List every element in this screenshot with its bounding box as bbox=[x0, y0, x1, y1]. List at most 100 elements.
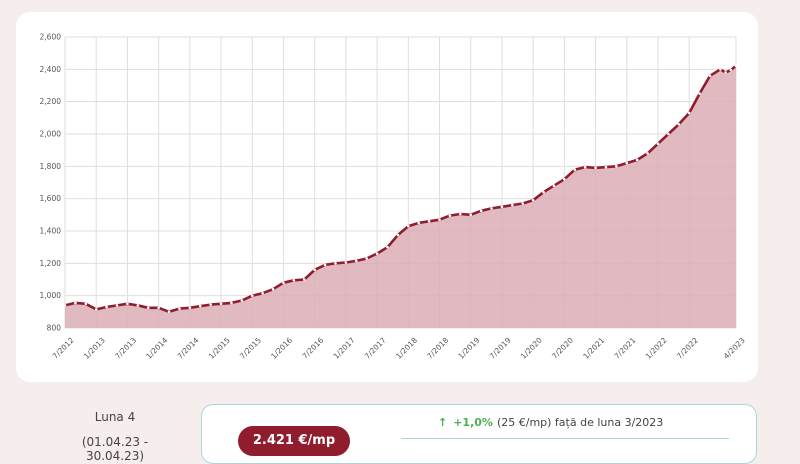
data-point bbox=[459, 212, 462, 216]
data-point bbox=[94, 308, 98, 311]
data-point bbox=[344, 261, 348, 264]
data-point bbox=[375, 252, 379, 255]
data-point bbox=[105, 305, 108, 309]
data-point bbox=[417, 221, 421, 225]
data-point bbox=[115, 304, 119, 307]
data-point bbox=[302, 278, 306, 281]
data-point bbox=[427, 220, 431, 223]
data-point bbox=[396, 233, 400, 237]
data-point bbox=[724, 71, 727, 74]
data-point bbox=[209, 303, 212, 306]
data-point bbox=[448, 214, 452, 217]
data-point bbox=[313, 268, 316, 272]
data-point bbox=[656, 142, 660, 145]
data-point bbox=[490, 207, 493, 210]
date-range: (01.04.23 - 30.04.23) bbox=[81, 435, 149, 463]
x-tick-label: 7/2012 bbox=[51, 336, 76, 361]
x-tick-label: 1/2015 bbox=[207, 336, 232, 361]
data-point bbox=[583, 165, 587, 169]
data-point bbox=[84, 302, 88, 306]
x-tick-label: 1/2017 bbox=[332, 336, 357, 361]
x-tick-label: 1/2020 bbox=[519, 336, 544, 361]
data-point bbox=[261, 291, 264, 295]
data-point bbox=[531, 198, 535, 202]
x-tick-label: 7/2014 bbox=[176, 336, 201, 361]
y-tick-label: 2,400 bbox=[40, 65, 62, 74]
data-point bbox=[126, 302, 129, 306]
x-tick-label: 1/2022 bbox=[644, 336, 669, 361]
data-point bbox=[386, 245, 389, 249]
data-point bbox=[729, 68, 733, 72]
data-point bbox=[719, 68, 722, 71]
data-point bbox=[542, 190, 545, 194]
data-point bbox=[635, 158, 639, 162]
data-point bbox=[698, 92, 701, 95]
data-point bbox=[552, 184, 556, 188]
data-point bbox=[677, 123, 681, 126]
price-badge: 2.421 €/mp bbox=[238, 426, 350, 456]
x-tick-label: 1/2019 bbox=[456, 336, 481, 361]
area-fill bbox=[65, 65, 736, 329]
data-point bbox=[646, 152, 649, 155]
y-tick-label: 800 bbox=[47, 324, 62, 333]
data-point bbox=[271, 287, 275, 291]
data-point bbox=[407, 224, 410, 228]
data-point bbox=[500, 205, 504, 209]
change-percent: +1,0% bbox=[453, 416, 493, 429]
data-point bbox=[354, 259, 358, 263]
y-tick-label: 1,600 bbox=[40, 194, 62, 203]
data-point bbox=[365, 257, 368, 260]
data-point bbox=[511, 203, 514, 207]
data-point bbox=[687, 111, 691, 115]
x-tick-label: 7/2020 bbox=[550, 336, 575, 361]
data-point bbox=[573, 168, 577, 171]
x-tick-label: 7/2019 bbox=[488, 336, 513, 361]
x-tick-label: 7/2021 bbox=[612, 336, 637, 361]
y-tick-label: 2,200 bbox=[40, 97, 62, 106]
data-point bbox=[188, 306, 192, 310]
data-point bbox=[594, 166, 597, 170]
chart-card: 800 1,000 1,200 1,400 1,600 1,800 2,000 2,200 2,… bbox=[16, 12, 758, 382]
x-tick-label: 1/2014 bbox=[144, 336, 169, 361]
data-point bbox=[63, 304, 67, 307]
price-chart: 800 1,000 1,200 1,400 1,600 1,800 2,000 2,200 2,… bbox=[40, 33, 747, 361]
x-tick-label: 7/2017 bbox=[363, 336, 388, 361]
data-point bbox=[615, 165, 618, 168]
y-tick-label: 2,600 bbox=[40, 33, 62, 42]
data-point bbox=[292, 279, 296, 282]
x-tick-label: 1/2013 bbox=[82, 336, 107, 361]
change-info: ↑ +1,0% (25 €/mp) față de luna 3/2023 bbox=[438, 416, 663, 429]
period-info: Luna 4 (01.04.23 - 30.04.23) bbox=[60, 410, 170, 463]
data-point bbox=[157, 306, 160, 310]
data-point bbox=[625, 161, 629, 165]
data-point bbox=[282, 281, 285, 285]
data-point bbox=[74, 301, 77, 305]
data-point bbox=[708, 74, 712, 78]
y-tick-label: 1,400 bbox=[40, 227, 62, 236]
stats-card: 2.421 €/mp ↑ +1,0% (25 €/mp) față de luna … bbox=[201, 404, 757, 464]
data-point bbox=[136, 304, 140, 307]
data-point bbox=[438, 218, 441, 221]
y-tick-label: 2,000 bbox=[40, 130, 62, 139]
data-point bbox=[521, 202, 525, 205]
x-tick-label: 1/2021 bbox=[581, 336, 606, 361]
x-tick-label: 7/2015 bbox=[238, 336, 263, 361]
data-point bbox=[240, 299, 244, 302]
x-tick-label: 7/2018 bbox=[425, 336, 450, 361]
x-tick-label: 1/2018 bbox=[394, 336, 419, 361]
x-tick-label: 4/2023 bbox=[722, 336, 747, 361]
x-tick-label: 7/2022 bbox=[675, 336, 700, 361]
data-point bbox=[230, 301, 233, 305]
data-point bbox=[323, 263, 327, 267]
y-tick-label: 1,200 bbox=[40, 259, 62, 268]
y-tick-label: 1,000 bbox=[40, 291, 62, 300]
data-point bbox=[479, 209, 483, 213]
data-point bbox=[198, 304, 202, 308]
divider bbox=[401, 438, 729, 439]
y-tick-label: 1,800 bbox=[40, 162, 62, 171]
x-tick-label: 7/2013 bbox=[113, 336, 138, 361]
x-tick-label: 1/2016 bbox=[269, 336, 294, 361]
up-arrow-icon: ↑ bbox=[438, 416, 448, 429]
data-point bbox=[178, 307, 181, 310]
change-text: (25 €/mp) față de luna 3/2023 bbox=[496, 416, 664, 429]
